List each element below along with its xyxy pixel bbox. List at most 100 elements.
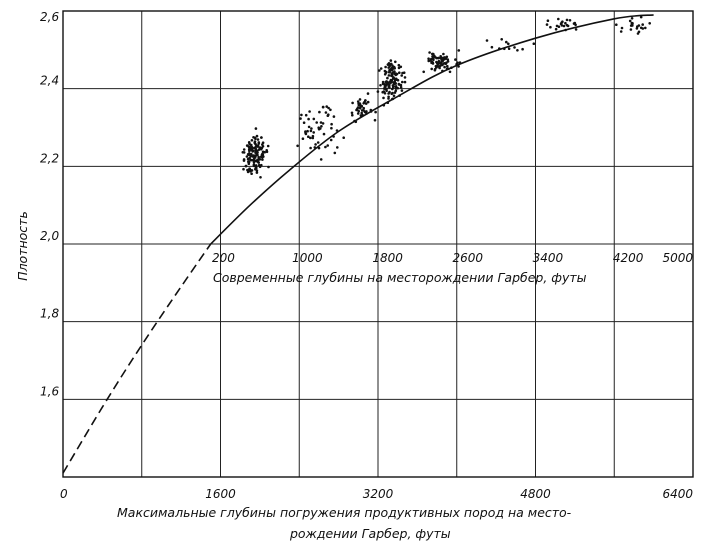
scatter-point: [437, 56, 441, 60]
scatter-point: [366, 92, 370, 95]
scatter-point: [513, 46, 516, 49]
bottom-tick-label: 4800: [520, 487, 551, 501]
scatter-point: [252, 154, 255, 157]
scatter-point: [532, 42, 536, 45]
scatter-point: [265, 149, 269, 152]
scatter-point: [629, 28, 633, 31]
scatter-point: [641, 23, 644, 26]
scatter-point: [401, 80, 404, 84]
scatter-point: [266, 144, 270, 148]
scatter-point: [300, 113, 303, 117]
scatter-point: [333, 151, 337, 155]
scatter-point: [364, 102, 368, 105]
scatter-point: [259, 176, 262, 179]
scatter-point: [325, 105, 329, 108]
scatter-point: [317, 126, 321, 129]
bottom-tick-label: 0: [60, 487, 68, 501]
scatter-point: [247, 145, 251, 149]
scatter-point: [360, 111, 364, 115]
scatter-point: [387, 97, 390, 100]
scatter-point: [379, 84, 382, 87]
scatter-point: [388, 68, 391, 72]
bottom-axis-tick-labels: 0 1600 3200 4800 6400: [60, 487, 693, 501]
scatter-point: [446, 58, 450, 61]
scatter-point: [631, 23, 634, 26]
scatter-point: [311, 134, 315, 138]
scatter-point: [562, 24, 566, 28]
scatter-point: [255, 134, 259, 138]
scatter-point: [261, 152, 264, 156]
scatter-point: [500, 38, 504, 41]
scatter-point: [247, 160, 250, 163]
top-tick-label: 3400: [533, 251, 564, 265]
scatter-point: [321, 105, 325, 109]
scatter-point: [307, 125, 311, 129]
bottom-tick-label: 3200: [363, 487, 394, 501]
scatter-point: [246, 170, 250, 174]
scatter-point: [436, 63, 440, 66]
scatter-point: [257, 141, 261, 144]
top-tick-label: 1000: [292, 251, 323, 265]
scatter-point: [250, 172, 253, 175]
scatter-point: [439, 55, 443, 58]
scatter-point: [261, 150, 265, 154]
scatter-point: [387, 92, 390, 95]
scatter-point: [615, 23, 618, 27]
scatter-point: [241, 151, 245, 154]
scatter-point: [374, 110, 377, 114]
bottom-tick-label: 1600: [205, 487, 236, 501]
scatter-point: [357, 102, 360, 105]
scatter-point: [267, 165, 270, 169]
scatter-point: [391, 91, 394, 95]
scatter-point: [312, 131, 316, 134]
top-tick-label: 200: [212, 251, 235, 265]
scatter-point: [360, 104, 364, 108]
scatter-point: [392, 70, 396, 74]
scatter-point: [637, 30, 641, 34]
scatter-point: [376, 90, 380, 93]
scatter-point: [390, 72, 394, 76]
scatter-point: [394, 81, 397, 85]
scatter-point: [516, 49, 519, 52]
scatter-point: [342, 136, 346, 139]
scatter-point: [394, 77, 397, 81]
scatter-point: [314, 143, 317, 146]
scatter-point: [250, 147, 254, 150]
scatter-point: [351, 113, 354, 117]
scatter-point: [630, 17, 634, 20]
scatter-point: [254, 127, 258, 130]
scatter-point: [257, 158, 261, 161]
scatter-point: [309, 129, 313, 133]
scatter-point: [394, 85, 398, 88]
scatter-point: [403, 76, 407, 79]
scatter-point: [565, 18, 569, 22]
scatter-point: [507, 42, 510, 46]
scatter-point: [250, 143, 253, 147]
scatter-point: [400, 74, 404, 77]
bottom-axis-title-line2: рождении Гарбер, футы: [289, 526, 451, 541]
scatter-point: [307, 117, 310, 121]
scatter-point: [252, 163, 256, 167]
scatter-point: [383, 92, 387, 95]
y-tick-label: 1,8: [40, 307, 59, 321]
scatter-point: [260, 146, 264, 150]
y-tick-label: 2,6: [40, 10, 59, 24]
scatter-point: [378, 69, 381, 72]
scatter-point: [448, 70, 452, 74]
scatter-point: [309, 146, 312, 150]
scatter-point: [330, 122, 333, 126]
scatter-point: [299, 117, 302, 120]
scatter-point: [310, 127, 313, 130]
scatter-point: [318, 110, 321, 114]
scatter-point: [319, 121, 323, 124]
scatter-point: [390, 66, 393, 70]
scatter-point: [362, 106, 366, 110]
scatter-point: [356, 100, 360, 103]
scatter-point: [253, 141, 256, 145]
scatter-point: [260, 136, 263, 139]
scatter-point: [555, 24, 559, 28]
scatter-point: [387, 66, 391, 69]
scatter-point: [320, 125, 323, 128]
scatter-point: [381, 80, 385, 84]
scatter-point: [399, 65, 403, 69]
